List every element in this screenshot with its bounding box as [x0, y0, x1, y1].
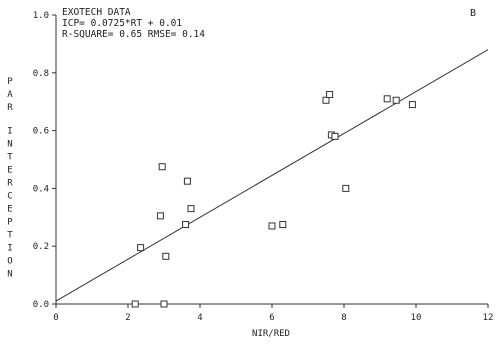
- x-tick-label: 2: [125, 313, 130, 323]
- data-point: [331, 132, 339, 140]
- annotation-block: EXOTECH DATA ICP= 0.0725*RT + 0.01 R-SQU…: [62, 7, 205, 40]
- data-point: [322, 96, 330, 104]
- fit-line-group: [55, 49, 489, 302]
- data-point: [268, 222, 276, 230]
- data-point: [162, 252, 170, 260]
- data-point: [187, 205, 195, 213]
- y-axis-label-char: T: [7, 152, 13, 162]
- x-tick-label: 10: [411, 313, 422, 323]
- y-tick-label: 0.0: [33, 300, 49, 310]
- y-axis-label-char: R: [7, 103, 13, 113]
- data-point: [408, 101, 416, 109]
- annotation-equation: ICP= 0.0725*RT + 0.01: [62, 18, 182, 29]
- annotation-stats: R-SQUARE= 0.65 RMSE= 0.14: [62, 29, 205, 40]
- data-point: [342, 184, 350, 192]
- y-axis-label-char: P: [7, 217, 13, 227]
- x-tick-label: 4: [197, 313, 202, 323]
- y-axis-label-char: O: [7, 256, 12, 266]
- y-tick-label: 1.0: [33, 11, 49, 21]
- x-tick-label: 6: [269, 313, 274, 323]
- regression-line: [55, 49, 489, 302]
- y-axis-label-char: E: [7, 165, 12, 175]
- data-point: [160, 300, 168, 308]
- x-tick-label: 12: [483, 313, 494, 323]
- y-axis-label-char: I: [7, 243, 12, 253]
- data-point: [158, 163, 166, 171]
- y-tick-label: 0.4: [33, 184, 49, 194]
- annotation-dataset: EXOTECH DATA: [62, 7, 131, 18]
- data-point: [326, 90, 334, 98]
- data-point: [137, 244, 145, 252]
- y-axis-label-char: A: [7, 90, 13, 100]
- x-tick-label: 8: [341, 313, 346, 323]
- y-axis-label-char: R: [7, 178, 13, 188]
- y-axis-label-char: N: [7, 269, 12, 279]
- y-axis-label-char: P: [7, 77, 13, 87]
- data-point: [279, 221, 287, 229]
- y-axis-label-char: E: [7, 204, 12, 214]
- axes: [55, 15, 488, 305]
- x-tick-label: 0: [53, 313, 58, 323]
- y-tick-label: 0.6: [33, 127, 49, 137]
- y-tick-label: 0.2: [33, 242, 49, 252]
- y-axis-label-char: N: [7, 139, 12, 149]
- y-axis-label-char: T: [7, 230, 13, 240]
- tick-group: 0 2 4 6 8 10 12 0.0 0.2 0.4 0.6 0.8 1.0: [33, 11, 494, 323]
- y-axis-label-char: I: [7, 126, 12, 136]
- data-point: [383, 95, 391, 103]
- y-axis-label-char: C: [7, 191, 12, 201]
- data-point: [392, 96, 400, 104]
- data-point: [156, 212, 164, 220]
- data-point: [183, 177, 191, 185]
- data-point: [131, 300, 139, 308]
- data-points: [131, 90, 416, 308]
- y-tick-label: 0.8: [33, 69, 49, 79]
- panel-label: B: [470, 8, 476, 19]
- data-point: [182, 221, 190, 229]
- x-axis-label: NIR/RED: [252, 329, 290, 339]
